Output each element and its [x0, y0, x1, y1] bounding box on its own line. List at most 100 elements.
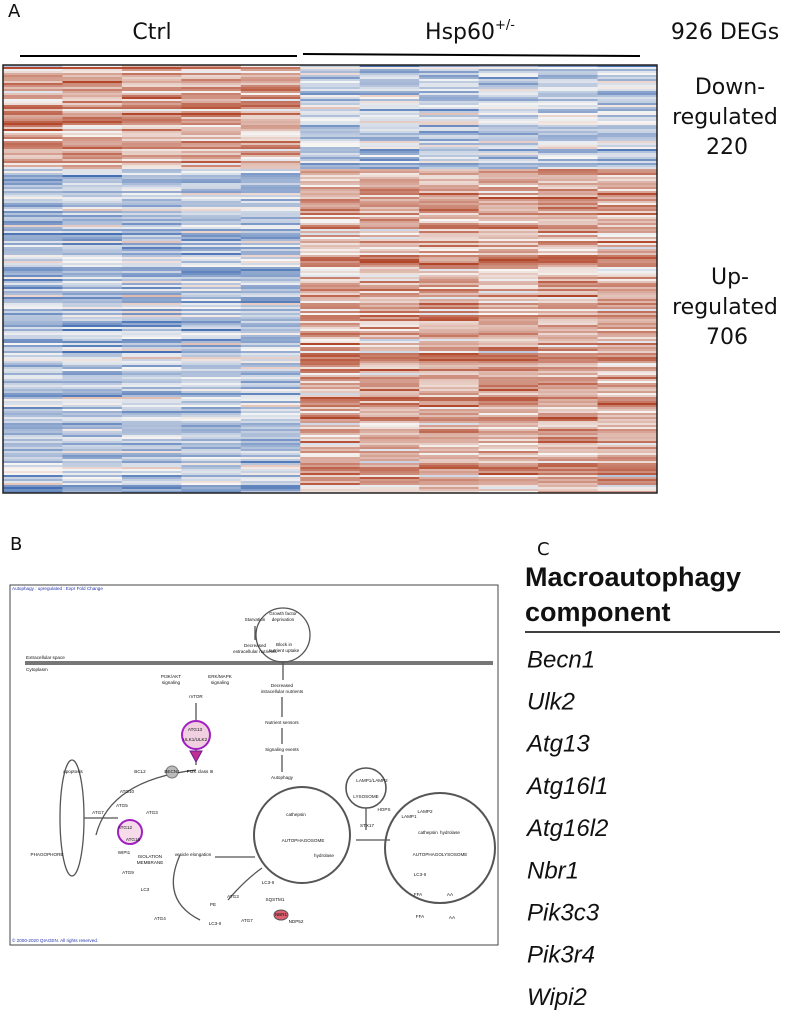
heatmap-cell	[597, 241, 658, 244]
heatmap-cell	[419, 71, 480, 74]
heatmap-cell	[300, 109, 361, 112]
heatmap-cell	[419, 123, 480, 126]
heatmap-cell	[240, 379, 301, 382]
heatmap-cell	[300, 317, 361, 320]
heatmap-cell	[181, 197, 242, 200]
heatmap-cell	[121, 305, 182, 308]
heatmap-cell	[597, 361, 658, 364]
heatmap-cell	[62, 169, 123, 172]
heatmap-cell	[419, 261, 480, 264]
heatmap-cell	[597, 439, 658, 442]
heatmap-cell	[240, 249, 301, 252]
heatmap-cell	[538, 307, 599, 310]
heatmap-cell	[538, 363, 599, 366]
heatmap-cell	[597, 189, 658, 192]
heatmap-cell	[181, 85, 242, 88]
heatmap-cell	[300, 189, 361, 192]
heatmap-cell	[478, 305, 539, 308]
heatmap-cell	[597, 313, 658, 316]
heatmap-cell	[300, 363, 361, 366]
heatmap-cell	[359, 307, 420, 310]
heatmap-cell	[597, 205, 658, 208]
heatmap-cell	[419, 317, 480, 320]
heatmap-cell	[300, 379, 361, 382]
heatmap-cell	[121, 157, 182, 160]
heatmap-cell	[597, 83, 658, 86]
heatmap-cell	[240, 281, 301, 284]
heatmap-cell	[300, 77, 361, 80]
heatmap-cell	[121, 131, 182, 134]
heatmap-cell	[121, 325, 182, 328]
heatmap-cell	[300, 113, 361, 116]
heatmap-cell	[121, 385, 182, 388]
heatmap-cell	[121, 163, 182, 166]
heatmap-cell	[419, 287, 480, 290]
heatmap-cell	[181, 331, 242, 334]
heatmap-cell	[419, 477, 480, 480]
heatmap-cell	[478, 151, 539, 154]
heatmap-cell	[419, 369, 480, 372]
heatmap-cell	[300, 355, 361, 358]
heatmap-cell	[419, 331, 480, 334]
heatmap-cell	[240, 485, 301, 488]
heatmap-cell	[181, 65, 242, 68]
heatmap-cell	[240, 129, 301, 132]
heatmap-cell	[3, 351, 63, 354]
heatmap-cell	[3, 345, 63, 348]
heatmap-cell	[538, 175, 599, 178]
heatmap-cell	[62, 287, 123, 290]
heatmap-cell	[538, 173, 599, 176]
heatmap-cell	[300, 465, 361, 468]
heatmap-cell	[62, 425, 123, 428]
heatmap-cell	[359, 465, 420, 468]
heatmap-cell	[121, 227, 182, 230]
heatmap-cell	[419, 269, 480, 272]
heatmap-cell	[300, 453, 361, 456]
heatmap-cell	[538, 75, 599, 78]
heatmap-cell	[419, 117, 480, 120]
heatmap-cell	[181, 153, 242, 156]
heatmap-cell	[240, 439, 301, 442]
heatmap-cell	[597, 117, 658, 120]
heatmap-cell	[62, 257, 123, 260]
heatmap-cell	[121, 373, 182, 376]
heatmap-cell	[538, 101, 599, 104]
heatmap-cell	[121, 143, 182, 146]
heatmap-cell	[300, 195, 361, 198]
heatmap-cell	[478, 89, 539, 92]
heatmap-cell	[419, 397, 480, 400]
heatmap-cell	[62, 353, 123, 356]
heatmap-cell	[62, 129, 123, 132]
heatmap-cell	[597, 199, 658, 202]
heatmap-cell	[3, 67, 63, 70]
heatmap-cell	[538, 433, 599, 436]
heatmap-cell	[538, 121, 599, 124]
heatmap-cell	[359, 321, 420, 324]
heatmap-cell	[62, 331, 123, 334]
heatmap-cell	[240, 205, 301, 208]
heatmap-cell	[478, 231, 539, 234]
heatmap-cell	[419, 285, 480, 288]
heatmap-cell	[478, 163, 539, 166]
heatmap-cell	[300, 345, 361, 348]
heatmap-cell	[3, 249, 63, 252]
heatmap-cell	[240, 209, 301, 212]
heatmap-cell	[3, 247, 63, 250]
heatmap-cell	[121, 145, 182, 148]
heatmap-cell	[121, 105, 182, 108]
heatmap-cell	[538, 381, 599, 384]
heatmap-cell	[597, 77, 658, 80]
heatmap-cell	[300, 397, 361, 400]
heatmap-cell	[62, 189, 123, 192]
heatmap-cell	[3, 79, 63, 82]
heatmap-cell	[597, 167, 658, 170]
heatmap-cell	[538, 343, 599, 346]
heatmap-cell	[300, 437, 361, 440]
heatmap-cell	[240, 93, 301, 96]
heatmap-cell	[359, 475, 420, 478]
heatmap-cell	[478, 173, 539, 176]
heatmap-cell	[538, 233, 599, 236]
heatmap-cell	[3, 125, 63, 128]
component-item: Ulk2	[527, 689, 575, 716]
heatmap-cell	[3, 165, 63, 168]
